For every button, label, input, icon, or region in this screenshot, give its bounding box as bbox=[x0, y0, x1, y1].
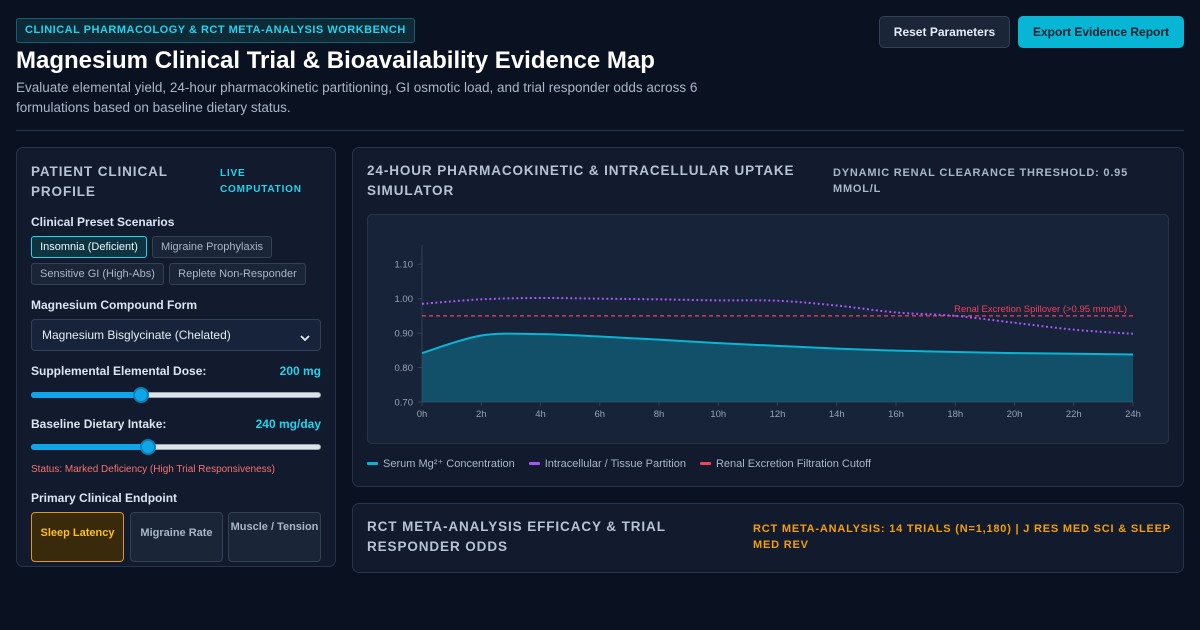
workbench-tag: CLINICAL PHARMACOLOGY & RCT META-ANALYSI… bbox=[16, 18, 415, 43]
renal-spillover-annotation: Renal Excretion Spillover (>0.95 mmol/L) bbox=[954, 304, 1127, 315]
rct-heading: RCT META-ANALYSIS EFFICACY & TRIAL RESPO… bbox=[367, 519, 666, 554]
endpoint-sleep-latency[interactable]: Sleep Latency bbox=[31, 512, 124, 562]
legend-item-renal: Renal Excretion Filtration Cutoff bbox=[699, 457, 872, 470]
x-tick-label: 18h bbox=[947, 409, 963, 420]
x-tick-label: 14h bbox=[829, 409, 845, 420]
dose-slider[interactable] bbox=[31, 387, 321, 403]
y-tick-label: 1.00 bbox=[395, 294, 414, 305]
export-report-button[interactable]: Export Evidence Report bbox=[1018, 16, 1184, 48]
endpoint-muscle-tension[interactable]: Muscle / Tension bbox=[228, 512, 321, 562]
renal-threshold-label: DYNAMIC RENAL CLEARANCE THRESHOLD: 0.95 … bbox=[833, 167, 1129, 195]
rct-efficacy-panel: RCT META-ANALYSIS EFFICACY & TRIAL RESPO… bbox=[352, 503, 1184, 573]
preset-replete[interactable]: Replete Non-Responder bbox=[169, 263, 306, 285]
dose-label: Supplemental Elemental Dose: bbox=[31, 364, 207, 378]
x-tick-label: 16h bbox=[888, 409, 904, 420]
y-tick-label: 0.80 bbox=[395, 363, 414, 374]
x-tick-label: 24h bbox=[1125, 409, 1141, 420]
chart-legend: Serum Mg²⁺ Concentration Intracellular /… bbox=[367, 457, 871, 470]
presets-label: Clinical Preset Scenarios bbox=[31, 215, 175, 229]
x-tick-label: 22h bbox=[1066, 409, 1082, 420]
x-tick-label: 6h bbox=[594, 409, 605, 420]
x-tick-label: 0h bbox=[417, 409, 428, 420]
legend-label: Renal Excretion Filtration Cutoff bbox=[715, 457, 872, 470]
legend-label: Intracellular / Tissue Partition bbox=[544, 457, 686, 470]
page-header: CLINICAL PHARMACOLOGY & RCT META-ANALYSI… bbox=[16, 16, 1184, 131]
x-tick-label: 4h bbox=[535, 409, 546, 420]
intracellular-line bbox=[421, 296, 1134, 335]
serum-area bbox=[422, 333, 1133, 402]
diet-label: Baseline Dietary Intake: bbox=[31, 417, 167, 431]
serum-line bbox=[421, 332, 1134, 356]
preset-migraine[interactable]: Migraine Prophylaxis bbox=[152, 236, 272, 258]
patient-profile-panel: PATIENT CLINICAL PROFILE LIVE COMPUTATIO… bbox=[16, 147, 336, 567]
x-tick-label: 8h bbox=[654, 409, 665, 420]
legend-swatch bbox=[528, 462, 540, 465]
profile-heading: PATIENT CLINICAL PROFILE bbox=[31, 164, 168, 199]
dose-value: 200 mg bbox=[279, 364, 321, 378]
pk-chart: 0.70 0.80 0.90 1.00 1.10 0h 2h 4h 6h 8h 10h 12h 14h 1… bbox=[367, 214, 1169, 444]
legend-item-intracellular: Intracellular / Tissue Partition bbox=[528, 457, 686, 470]
x-tick-label: 2h bbox=[476, 409, 487, 420]
y-tick-label: 1.10 bbox=[395, 260, 414, 271]
y-tick-label: 0.70 bbox=[395, 398, 414, 409]
legend-label: Serum Mg²⁺ Concentration bbox=[383, 458, 515, 470]
legend-swatch bbox=[367, 462, 378, 465]
x-tick-label: 10h bbox=[710, 409, 726, 420]
endpoint-label: Primary Clinical Endpoint bbox=[31, 491, 178, 505]
page-subtitle: Evaluate elemental yield, 24-hour pharma… bbox=[16, 80, 698, 115]
compound-label: Magnesium Compound Form bbox=[31, 298, 197, 312]
slider-fill bbox=[31, 444, 149, 450]
page-title: Magnesium Clinical Trial & Bioavailabili… bbox=[16, 47, 655, 74]
rct-meta-badge: RCT META-ANALYSIS: 14 TRIALS (N=1,180) |… bbox=[753, 523, 1171, 551]
live-computation-badge: LIVE COMPUTATION bbox=[220, 168, 302, 195]
pk-heading: 24-HOUR PHARMACOKINETIC & INTRACELLULAR … bbox=[367, 163, 795, 198]
compound-select[interactable]: Magnesium Bisglycinate (Chelated) bbox=[31, 319, 321, 351]
diet-value: 240 mg/day bbox=[255, 417, 321, 431]
pk-chart-svg: 0.70 0.80 0.90 1.00 1.10 0h 2h 4h 6h 8h 10h 12h 14h 1… bbox=[395, 245, 1141, 420]
preset-sensitive-gi[interactable]: Sensitive GI (High-Abs) bbox=[31, 263, 164, 285]
chevron-down-icon bbox=[300, 331, 310, 345]
x-tick-label: 20h bbox=[1007, 409, 1023, 420]
legend-item-serum: Serum Mg²⁺ Concentration bbox=[367, 457, 515, 470]
y-tick-label: 0.90 bbox=[395, 329, 414, 340]
slider-fill bbox=[31, 392, 142, 398]
endpoint-migraine-rate[interactable]: Migraine Rate bbox=[130, 512, 223, 562]
x-tick-label: 12h bbox=[770, 409, 786, 420]
pk-simulator-panel: 24-HOUR PHARMACOKINETIC & INTRACELLULAR … bbox=[352, 147, 1184, 487]
slider-thumb[interactable] bbox=[133, 387, 150, 403]
preset-insomnia[interactable]: Insomnia (Deficient) bbox=[31, 236, 147, 258]
slider-thumb[interactable] bbox=[140, 439, 157, 455]
reset-parameters-button[interactable]: Reset Parameters bbox=[879, 16, 1010, 48]
legend-swatch bbox=[699, 462, 711, 465]
diet-slider[interactable] bbox=[31, 439, 321, 455]
deficiency-status: Status: Marked Deficiency (High Trial Re… bbox=[31, 464, 275, 475]
compound-select-value: Magnesium Bisglycinate (Chelated) bbox=[42, 328, 231, 342]
